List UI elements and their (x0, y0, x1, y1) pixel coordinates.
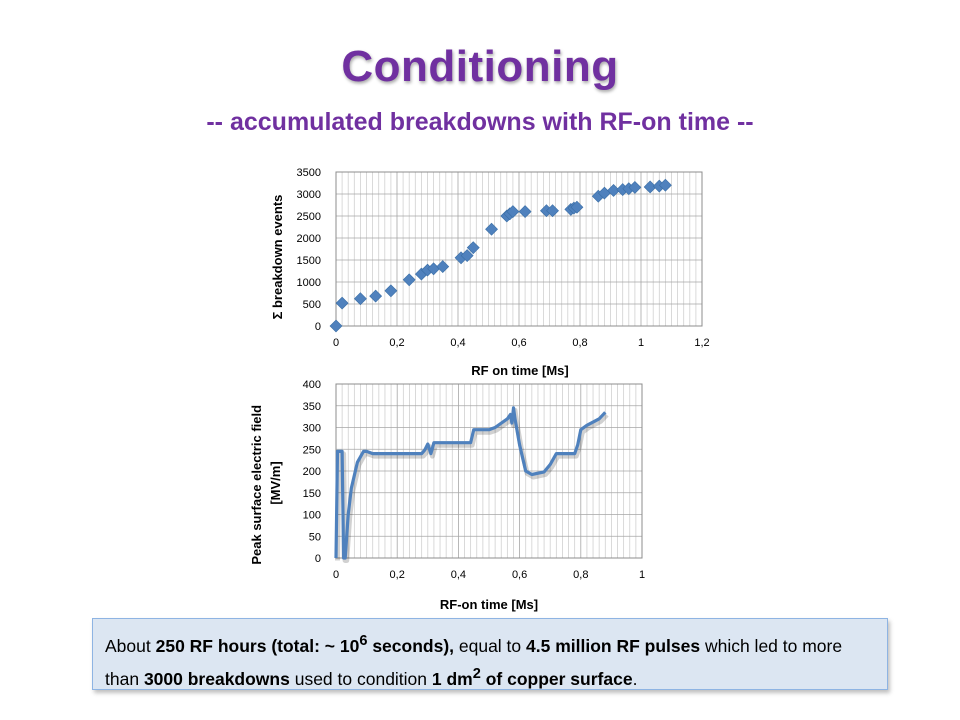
chart2-ytick-label: 100 (303, 510, 321, 522)
note-bold-rf-hours-end: seconds), (367, 635, 455, 656)
chart2-xtick-label: 0,6 (512, 569, 527, 581)
chart1-yticks: 0 500 1000 1500 2000 2500 3000 3500 (297, 167, 321, 333)
chart1-xtick-label: 1,2 (694, 337, 709, 349)
data-point (466, 241, 480, 255)
summary-note: About 250 RF hours (total: ~ 106 seconds… (92, 618, 888, 690)
slide-title: Conditioning (341, 42, 619, 91)
chart2-ytick-label: 350 (303, 401, 321, 413)
chart2-ytick-label: 0 (315, 553, 321, 565)
note-text-4: used to condition (289, 668, 432, 689)
data-point (628, 180, 642, 194)
chart1-ylabel: Σ breakdown events (270, 195, 285, 320)
data-point (369, 289, 383, 303)
chart2-xtick-label: 0,8 (573, 569, 588, 581)
chart1-ytick-label: 500 (303, 299, 321, 311)
chart1-ytick-label: 1000 (297, 277, 321, 289)
note-bold-surface: 1 dm2 of copper surface (431, 665, 633, 689)
note-text-2: equal to (454, 635, 527, 656)
data-point (485, 222, 498, 236)
data-point (518, 205, 532, 219)
note-text-3: which led to more than (105, 635, 843, 689)
chart2-ytick-label: 200 (303, 466, 321, 478)
chart1-ytick-label: 1500 (297, 255, 321, 267)
note-bold-pulses: 4.5 million RF pulses (526, 635, 701, 656)
data-point (335, 296, 349, 310)
chart1-ytick-label: 0 (315, 321, 321, 333)
chart1-grid (335, 171, 703, 327)
note-bold-breakdowns: 3000 breakdowns (143, 668, 290, 689)
data-point (353, 292, 367, 306)
data-point (329, 319, 343, 333)
data-point (384, 284, 398, 298)
chart2-ylabel-line1: Peak surface electric field (249, 405, 264, 565)
chart1-xticks: 0 0,2 0,4 0,6 0,8 1 1,2 (333, 337, 710, 349)
chart1-xtick-label: 0,6 (511, 337, 526, 349)
chart2-ytick-label: 50 (309, 531, 321, 543)
data-point (658, 178, 672, 192)
data-point (402, 273, 416, 287)
chart2-xtick-label: 1 (639, 569, 645, 581)
note-bold-surface-end: of copper surface (480, 668, 633, 689)
chart1-xtick-label: 0,8 (572, 337, 587, 349)
chart1-ytick-label: 3000 (297, 189, 321, 201)
chart2-xtick-label: 0 (333, 569, 339, 581)
chart1-points (329, 178, 672, 333)
series-line (334, 406, 607, 560)
chart2-ylabel: Peak surface electric field [MV/m] (249, 401, 283, 564)
series-line-shadow (335, 407, 609, 563)
chart1-xtick-label: 0,2 (389, 337, 404, 349)
data-point (436, 260, 450, 274)
data-point (546, 204, 559, 218)
note-bold-rf-hours-text: 250 RF hours (total: ~ 10 (155, 635, 360, 656)
data-point (460, 249, 474, 263)
note-text-5: . (632, 668, 638, 689)
note-exponent-6: 6 (359, 633, 368, 649)
chart2-xticks: 0 0,2 0,4 0,6 0,8 1 (333, 569, 645, 581)
note-bold-surface-text: 1 dm (431, 668, 473, 689)
note-exponent-2: 2 (472, 665, 481, 682)
chart2-ytick-label: 300 (303, 423, 321, 435)
chart2-xtick-label: 0,2 (390, 569, 405, 581)
chart1-ytick-label: 2500 (297, 211, 321, 223)
chart1-xtick-label: 1 (638, 337, 644, 349)
chart2-xlabel: RF-on time [Ms] (440, 597, 538, 612)
chart1-xtick-label: 0,4 (450, 337, 465, 349)
data-point (506, 205, 520, 219)
chart1-ytick-label: 3500 (297, 167, 321, 179)
chart2-grid (335, 383, 643, 559)
note-bold-rf-hours: 250 RF hours (total: ~ 106 seconds), (155, 633, 455, 656)
chart2-xtick-label: 0,4 (451, 569, 466, 581)
chart2-ylabel-line2: [MV/m] (268, 461, 283, 504)
chart2-ytick-label: 250 (303, 444, 321, 456)
chart2-ytick-label: 150 (303, 488, 321, 500)
data-point (570, 200, 584, 214)
note-text-1: About (105, 635, 156, 656)
chart2-yticks: 0 50 100 150 200 250 300 350 400 (303, 379, 321, 565)
chart2-ytick-label: 400 (303, 379, 321, 391)
chart1-xtick-label: 0 (333, 337, 339, 349)
slide-subtitle: -- accumulated breakdowns with RF-on tim… (206, 108, 754, 136)
chart1-ytick-label: 2000 (297, 233, 321, 245)
chart1-xlabel: RF on time [Ms] (471, 363, 569, 378)
chart2-series (334, 406, 609, 563)
chart1-plot-frame (335, 171, 703, 327)
